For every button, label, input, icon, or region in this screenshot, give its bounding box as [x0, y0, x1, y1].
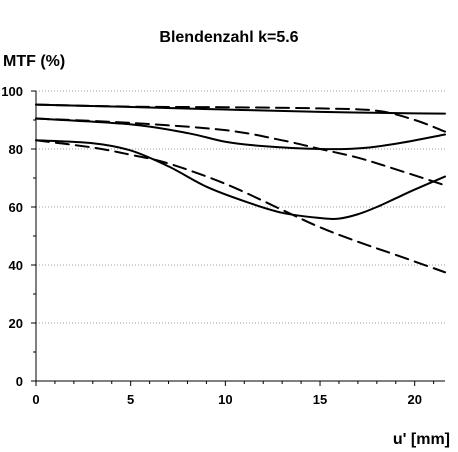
- chart-title: Blendenzahl k=5.6: [159, 29, 298, 46]
- gridlines: [36, 90, 445, 324]
- y-tick-label-100: 100: [1, 84, 23, 99]
- x-tick-label-5: 5: [127, 392, 134, 407]
- y-tick-label-20: 20: [9, 316, 23, 331]
- series-line-2-dashed: [35, 103, 446, 133]
- y-tick-label-0: 0: [16, 374, 23, 389]
- y-tick-label-40: 40: [9, 258, 23, 273]
- x-tick-label-0: 0: [32, 392, 39, 407]
- tick-labels: 0 20 40 60 80 100 0 5 10 15 20: [1, 84, 422, 407]
- series-line-4-dashed: [35, 117, 446, 187]
- x-axis-label: u' [mm]: [393, 431, 450, 448]
- series-line-6-dashed: [35, 139, 446, 274]
- y-tick-label-60: 60: [9, 200, 23, 215]
- x-tick-label-10: 10: [218, 392, 232, 407]
- series-lines: [35, 103, 446, 274]
- series-line-3-solid: [35, 117, 446, 151]
- series-line-5-solid: [35, 139, 446, 220]
- x-tick-label-20: 20: [407, 392, 421, 407]
- axes: [31, 90, 445, 386]
- y-tick-label-80: 80: [9, 142, 23, 157]
- y-axis-label: MTF (%): [3, 53, 65, 70]
- x-tick-label-15: 15: [313, 392, 327, 407]
